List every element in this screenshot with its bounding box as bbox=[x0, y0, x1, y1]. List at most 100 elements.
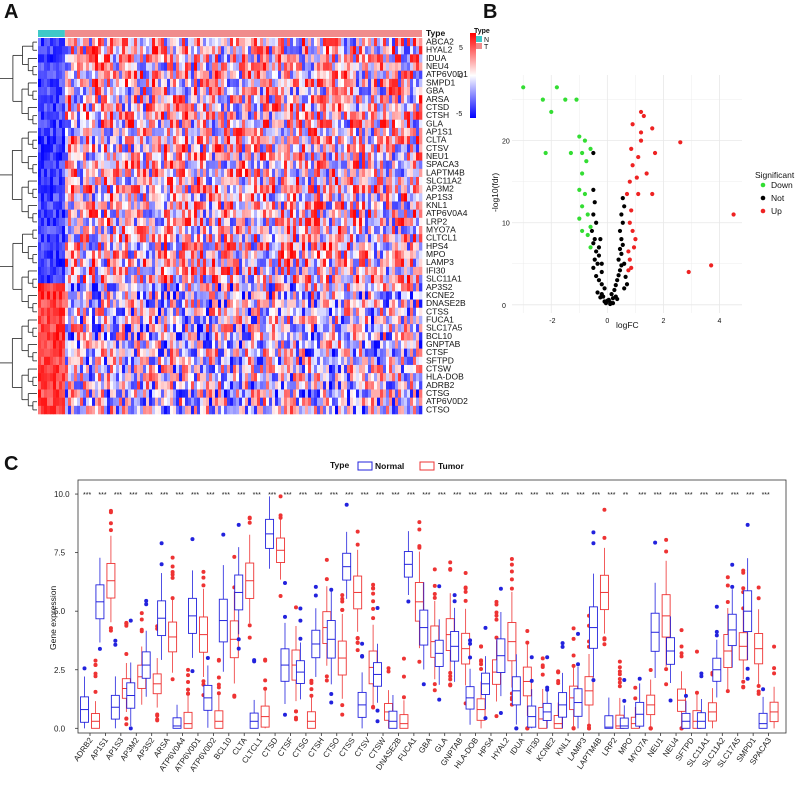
heatmap-cell bbox=[404, 258, 408, 268]
heatmap-cell bbox=[332, 307, 336, 317]
heatmap-cell bbox=[389, 340, 393, 349]
heatmap-cell bbox=[155, 95, 159, 104]
heatmap-cell bbox=[356, 291, 360, 300]
heatmap-cell bbox=[65, 275, 69, 284]
heatmap-cell bbox=[278, 168, 282, 178]
heatmap-cell bbox=[188, 160, 192, 170]
heatmap-cell bbox=[350, 193, 354, 202]
heatmap-cell bbox=[362, 201, 366, 210]
heatmap-cell bbox=[407, 332, 411, 341]
heatmap-cell bbox=[98, 136, 102, 145]
heatmap-cell bbox=[77, 38, 81, 47]
heatmap-cell bbox=[53, 144, 57, 153]
heatmap-cell bbox=[362, 315, 366, 325]
heatmap-cell bbox=[242, 275, 246, 284]
heatmap-cell bbox=[107, 54, 111, 63]
heatmap-cell bbox=[104, 242, 108, 251]
heatmap-cell bbox=[191, 160, 195, 170]
heatmap-cell bbox=[50, 299, 54, 309]
heatmap-cell bbox=[113, 70, 117, 80]
heatmap-cell bbox=[305, 291, 309, 300]
heatmap-cell bbox=[323, 144, 327, 153]
heatmap-cell bbox=[140, 168, 144, 178]
heatmap-cell bbox=[389, 185, 393, 194]
heatmap-cell bbox=[341, 201, 345, 210]
heatmap-cell bbox=[146, 315, 150, 325]
heatmap-cell bbox=[377, 217, 381, 227]
heatmap-cell bbox=[173, 234, 177, 243]
heatmap-cell bbox=[302, 266, 306, 276]
heatmap-cell bbox=[164, 152, 168, 161]
heatmap-cell bbox=[191, 46, 195, 55]
heatmap-cell bbox=[74, 332, 78, 341]
heatmap-cell bbox=[254, 103, 258, 112]
heatmap-cell bbox=[266, 54, 270, 63]
heatmap-cell bbox=[227, 275, 231, 284]
heatmap-cell bbox=[275, 201, 279, 210]
heatmap-cell bbox=[167, 324, 171, 333]
heatmap-cell bbox=[281, 127, 285, 137]
heatmap-cell bbox=[221, 217, 225, 227]
heatmap-cell bbox=[248, 193, 252, 202]
heatmap-cell bbox=[224, 242, 228, 251]
heatmap-cell bbox=[110, 70, 114, 80]
heatmap-cell bbox=[374, 217, 378, 227]
heatmap-cell bbox=[107, 324, 111, 333]
heatmap-cell bbox=[224, 160, 228, 170]
heatmap-cell bbox=[182, 217, 186, 227]
heatmap-cell bbox=[80, 242, 84, 251]
heatmap-cell bbox=[236, 258, 240, 268]
heatmap-cell bbox=[377, 119, 381, 129]
heatmap-cell bbox=[296, 201, 300, 210]
heatmap-cell bbox=[317, 307, 321, 317]
heatmap-cell bbox=[185, 315, 189, 325]
heatmap-cell bbox=[89, 299, 93, 309]
heatmap-cell bbox=[407, 46, 411, 55]
heatmap-cell bbox=[179, 111, 183, 121]
heatmap-cell bbox=[395, 299, 399, 309]
heatmap-cell bbox=[413, 193, 417, 202]
heatmap-cell bbox=[272, 226, 276, 235]
heatmap-cell bbox=[341, 185, 345, 194]
heatmap-cell bbox=[290, 119, 294, 129]
heatmap-cell bbox=[74, 299, 78, 309]
heatmap-cell bbox=[359, 315, 363, 325]
heatmap-cell bbox=[389, 168, 393, 178]
heatmap-cell bbox=[272, 119, 276, 129]
heatmap-cell bbox=[251, 291, 255, 300]
heatmap-cell bbox=[389, 242, 393, 251]
heatmap-cell bbox=[338, 307, 342, 317]
heatmap-cell bbox=[50, 103, 54, 112]
heatmap-cell bbox=[350, 291, 354, 300]
heatmap-cell bbox=[317, 258, 321, 268]
heatmap-cell bbox=[299, 78, 303, 88]
heatmap-cell bbox=[260, 201, 264, 210]
heatmap-cell bbox=[257, 62, 261, 71]
heatmap-cell bbox=[413, 70, 417, 80]
heatmap-cell bbox=[95, 176, 99, 186]
heatmap-cell bbox=[38, 250, 42, 259]
heatmap-cell bbox=[191, 217, 195, 227]
heatmap-cell bbox=[80, 315, 84, 325]
heatmap-cell bbox=[104, 234, 108, 243]
heatmap-cell bbox=[389, 111, 393, 121]
heatmap-cell bbox=[239, 78, 243, 88]
heatmap-cell bbox=[251, 168, 255, 178]
heatmap-cell bbox=[176, 70, 180, 80]
heatmap-cell bbox=[110, 201, 114, 210]
heatmap-cell bbox=[203, 127, 207, 137]
heatmap-cell bbox=[311, 111, 315, 121]
heatmap-cell bbox=[44, 275, 48, 284]
heatmap-cell bbox=[143, 103, 147, 112]
heatmap-cell bbox=[116, 127, 120, 137]
heatmap-cell bbox=[272, 103, 276, 112]
heatmap-cell bbox=[206, 103, 210, 112]
heatmap-cell bbox=[125, 332, 129, 341]
heatmap-cell bbox=[329, 291, 333, 300]
heatmap-cell bbox=[266, 209, 270, 219]
heatmap-cell bbox=[107, 201, 111, 210]
heatmap-cell bbox=[65, 283, 69, 292]
heatmap-cell bbox=[389, 250, 393, 259]
heatmap-cell bbox=[296, 283, 300, 292]
heatmap-cell bbox=[350, 127, 354, 137]
